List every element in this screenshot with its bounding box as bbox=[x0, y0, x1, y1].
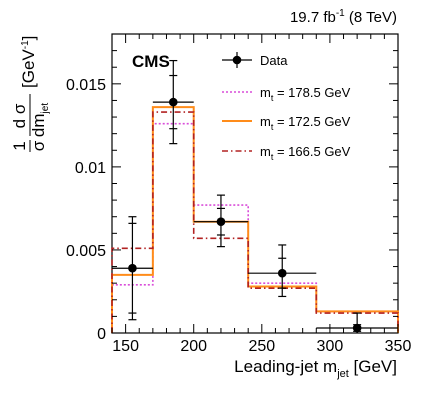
x-tick-label: 200 bbox=[180, 338, 207, 355]
x-tick-label: 300 bbox=[317, 338, 344, 355]
data-point bbox=[216, 217, 226, 227]
series-line bbox=[111, 106, 399, 333]
legend-series-label: mt = 166.5 GeV bbox=[260, 144, 351, 162]
x-tick-label: 350 bbox=[385, 338, 412, 355]
legend-data-marker bbox=[232, 55, 242, 65]
y-tick-label: 0 bbox=[97, 326, 106, 343]
legend-series-label: mt = 178.5 GeV bbox=[260, 85, 351, 103]
histogram-series bbox=[111, 106, 399, 333]
data-point bbox=[277, 268, 287, 278]
svg-text:1: 1 bbox=[10, 141, 29, 150]
svg-text:d σ: d σ bbox=[10, 103, 29, 128]
legend-data-label: Data bbox=[260, 53, 288, 68]
y-tick-label: 0.015 bbox=[66, 77, 106, 94]
y-axis-label: 1 σ d σ dmjet [GeV-1] bbox=[10, 36, 51, 152]
experiment-label: CMS bbox=[132, 52, 170, 71]
data-point bbox=[128, 263, 137, 273]
y-tick-label: 0.01 bbox=[75, 160, 106, 177]
svg-text:[GeV-1]: [GeV-1] bbox=[19, 36, 38, 88]
x-tick-label: 250 bbox=[248, 338, 275, 355]
data-points bbox=[112, 59, 398, 333]
series-line bbox=[111, 111, 399, 333]
svg-text:dmjet: dmjet bbox=[29, 103, 51, 137]
series-line bbox=[111, 122, 399, 333]
legend-series-label: mt = 172.5 GeV bbox=[260, 114, 351, 132]
data-point bbox=[168, 97, 178, 107]
axes: 150 200 250 300 350 0 0.005 0.01 0.015 bbox=[66, 33, 412, 355]
x-axis-label: Leading-jet mjet [GeV] bbox=[234, 357, 397, 380]
x-tick-label: 150 bbox=[112, 338, 139, 355]
legend: Data mt = 178.5 GeV mt = 172.5 GeV mt = 166… bbox=[222, 52, 351, 162]
y-tick-label: 0.005 bbox=[66, 243, 106, 260]
lumi-label: 19.7 fb-1 (8 TeV) bbox=[290, 8, 397, 26]
svg-text:σ: σ bbox=[29, 140, 48, 151]
